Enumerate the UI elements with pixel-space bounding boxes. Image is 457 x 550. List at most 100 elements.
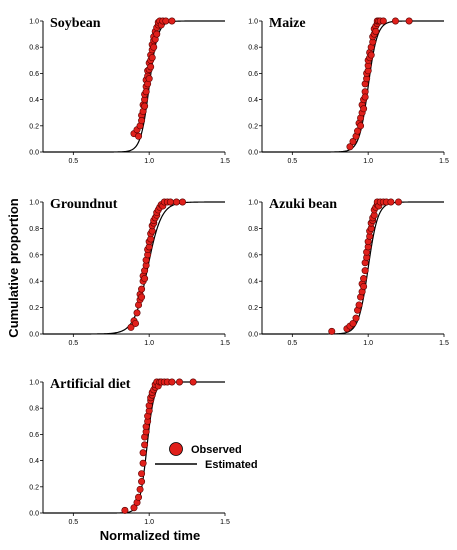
x-tick-label: 1.5 bbox=[439, 158, 449, 165]
y-tick-label: 0.0 bbox=[29, 511, 39, 518]
observed-point bbox=[121, 506, 129, 514]
y-tick-label: 0.2 bbox=[29, 484, 39, 491]
observed-point bbox=[367, 51, 375, 59]
y-tick-label: 0.8 bbox=[29, 45, 39, 52]
observed-point bbox=[138, 470, 146, 478]
observed-point bbox=[145, 75, 153, 83]
x-tick-label: 1.0 bbox=[144, 519, 154, 526]
x-tick-label: 0.5 bbox=[68, 158, 78, 165]
observed-point bbox=[352, 314, 360, 322]
observed-point bbox=[361, 93, 369, 101]
observed-point bbox=[132, 319, 140, 327]
y-tick-label: 0.2 bbox=[248, 123, 258, 130]
panel-title: Artificial diet bbox=[50, 377, 131, 392]
observed-point bbox=[150, 43, 158, 51]
y-tick-label: 0.8 bbox=[29, 226, 39, 233]
x-tick-label: 1.5 bbox=[220, 519, 230, 526]
y-tick-label: 0.6 bbox=[29, 71, 39, 78]
observed-point bbox=[168, 378, 176, 386]
y-tick-label: 0.4 bbox=[29, 458, 39, 465]
panel-title: Azuki bean bbox=[269, 197, 337, 212]
estimated-curve bbox=[262, 20, 444, 153]
legend-observed-marker bbox=[169, 442, 183, 456]
observed-point bbox=[135, 132, 143, 140]
y-tick-label: 1.0 bbox=[29, 380, 39, 387]
observed-point bbox=[168, 17, 176, 25]
y-tick-label: 0.2 bbox=[29, 123, 39, 130]
observed-point bbox=[394, 198, 402, 206]
y-tick-label: 0.4 bbox=[248, 97, 258, 104]
observed-point bbox=[166, 198, 174, 206]
observed-point bbox=[172, 198, 180, 206]
y-tick-label: 1.0 bbox=[248, 200, 258, 207]
observed-point bbox=[361, 267, 369, 275]
panel-2: 0.0 0.2 0.4 0.6 0.8 1.0 0.5 1.0 1.5 Maize bbox=[248, 16, 449, 165]
observed-point bbox=[176, 378, 184, 386]
observed-point bbox=[138, 293, 146, 301]
x-tick-label: 1.0 bbox=[144, 158, 154, 165]
observed-point bbox=[133, 309, 141, 317]
observed-point bbox=[139, 459, 147, 467]
observed-point bbox=[136, 485, 144, 493]
x-tick-label: 0.5 bbox=[68, 519, 78, 526]
y-tick-label: 1.0 bbox=[29, 19, 39, 26]
y-tick-label: 0.6 bbox=[248, 252, 258, 259]
observed-point bbox=[139, 449, 147, 457]
observed-point bbox=[372, 27, 380, 35]
y-tick-label: 0.8 bbox=[29, 406, 39, 413]
panel-title: Soybean bbox=[50, 16, 101, 31]
observed-point bbox=[179, 198, 187, 206]
observed-point bbox=[349, 138, 357, 146]
x-tick-label: 1.5 bbox=[220, 340, 230, 347]
y-tick-label: 0.8 bbox=[248, 45, 258, 52]
observed-point bbox=[349, 319, 357, 327]
x-tick-label: 1.5 bbox=[439, 340, 449, 347]
x-axis-title: Normalized time bbox=[100, 528, 200, 543]
panel-1: 0.0 0.2 0.4 0.6 0.8 1.0 0.5 1.0 1.5 Soybean bbox=[29, 16, 230, 165]
y-tick-label: 0.8 bbox=[248, 226, 258, 233]
y-tick-label: 0.6 bbox=[29, 432, 39, 439]
observed-point bbox=[135, 493, 143, 501]
y-tick-label: 0.6 bbox=[29, 252, 39, 259]
legend-estimated-label: Estimated bbox=[205, 459, 258, 471]
y-tick-label: 0.2 bbox=[248, 305, 258, 312]
y-tick-label: 0.0 bbox=[29, 332, 39, 339]
x-tick-label: 0.5 bbox=[68, 340, 78, 347]
observed-point bbox=[141, 441, 149, 449]
observed-point bbox=[130, 504, 138, 512]
x-tick-label: 0.5 bbox=[287, 340, 297, 347]
observed-point bbox=[153, 30, 161, 38]
x-tick-label: 1.0 bbox=[363, 340, 373, 347]
legend-observed-label: Observed bbox=[191, 444, 242, 456]
observed-point bbox=[387, 198, 395, 206]
y-tick-label: 0.2 bbox=[29, 305, 39, 312]
observed-point bbox=[379, 17, 387, 25]
observed-point bbox=[391, 17, 399, 25]
x-tick-label: 0.5 bbox=[287, 158, 297, 165]
observed-point bbox=[328, 327, 336, 335]
y-tick-label: 0.4 bbox=[29, 97, 39, 104]
x-tick-label: 1.5 bbox=[220, 158, 230, 165]
panels: 0.0 0.2 0.4 0.6 0.8 1.0 0.5 1.0 1.5 Soybean 0.0 0.2… bbox=[29, 16, 449, 526]
panel-title: Maize bbox=[269, 16, 306, 31]
panel-3: 0.0 0.2 0.4 0.6 0.8 1.0 0.5 1.0 1.5 Groundnut bbox=[29, 197, 230, 347]
observed-point bbox=[360, 282, 368, 290]
observed-point bbox=[360, 275, 368, 283]
observed-point bbox=[354, 127, 362, 135]
observed-point bbox=[138, 478, 146, 486]
estimated-curve bbox=[262, 201, 444, 335]
estimated-curve bbox=[43, 20, 225, 153]
observed-point bbox=[148, 54, 156, 62]
legend: Observed Estimated bbox=[155, 442, 258, 471]
y-tick-label: 0.4 bbox=[29, 279, 39, 286]
panel-5: 0.0 0.2 0.4 0.6 0.8 1.0 0.5 1.0 1.5 Artificial di… bbox=[29, 377, 230, 526]
y-tick-label: 1.0 bbox=[248, 19, 258, 26]
observed-point bbox=[141, 275, 149, 283]
x-tick-label: 1.0 bbox=[144, 340, 154, 347]
y-tick-label: 0.6 bbox=[248, 71, 258, 78]
panel-title: Groundnut bbox=[50, 197, 118, 212]
observed-point bbox=[138, 285, 146, 293]
observed-point bbox=[141, 102, 149, 110]
observed-point bbox=[357, 122, 365, 130]
